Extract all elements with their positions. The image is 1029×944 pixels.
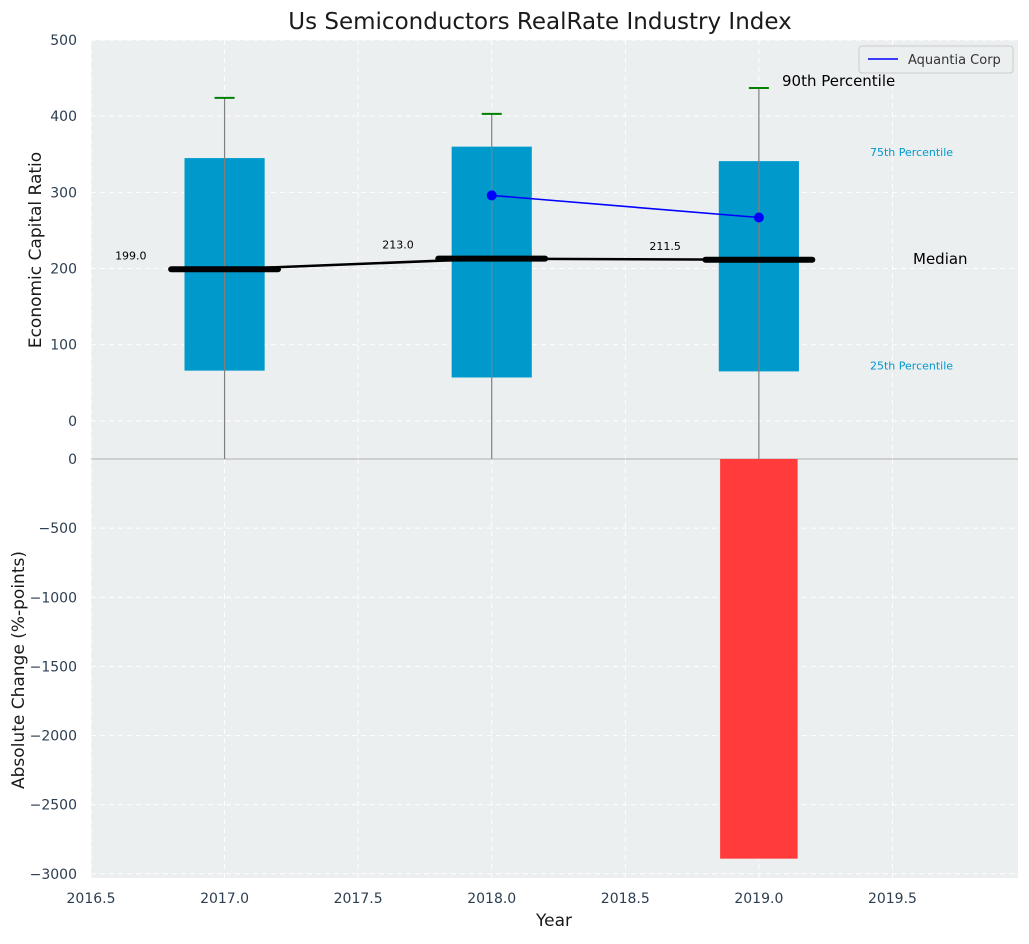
bottom-y-axis-label: Absolute Change (%-points) [9,551,29,789]
p75-annotation: 75th Percentile [870,146,953,159]
top-y-tick-label: 0 [68,414,77,430]
bottom-y-tick-label: −3000 [30,867,77,883]
bottom-y-tick-label: −500 [39,521,77,537]
chart-title: Us Semiconductors RealRate Industry Inde… [288,9,792,35]
x-tick-label: 2018.5 [601,891,650,907]
top-y-tick-label: 300 [50,185,77,201]
x-tick-label: 2017.5 [334,891,383,907]
median-trend-line [224,257,759,271]
median-value-label: 211.5 [649,240,681,253]
p90-annotation: 90th Percentile [782,72,895,90]
x-tick-label: 2017.0 [200,891,249,907]
legend-box [858,45,1014,74]
top-y-tick-label: 500 [50,33,77,49]
median-annotation: Median [913,250,968,268]
x-axis-label: Year [535,911,572,931]
x-tick-label: 2019.5 [868,891,917,907]
change-bar [720,459,798,859]
bottom-y-tick-label: −2000 [30,729,77,745]
x-tick-label: 2019.0 [734,891,783,907]
median-value-label: 213.0 [382,239,414,252]
legend: Aquantia Corp [858,45,1014,74]
top-y-axis-label: Economic Capital Ratio [26,152,46,348]
company-series-line [491,194,759,219]
top-y-tick-label: 400 [50,109,77,125]
p25-annotation: 25th Percentile [870,359,953,372]
bottom-y-tick-label: −2500 [30,798,77,814]
top-y-tick-label: 200 [50,262,77,278]
bottom-y-tick-label: −1500 [30,659,77,675]
x-tick-label: 2018.0 [467,891,516,907]
bottom-y-tick-label: 0 [68,452,77,468]
bottom-plot-area [91,459,1018,878]
company-point [753,212,764,223]
top-y-tick-label: 100 [50,338,77,354]
legend-label: Aquantia Corp [908,53,1001,68]
bottom-y-tick-label: −1000 [30,590,77,606]
median-value-label: 199.0 [115,249,147,262]
x-tick-label: 2016.5 [67,891,116,907]
company-point [486,190,497,201]
